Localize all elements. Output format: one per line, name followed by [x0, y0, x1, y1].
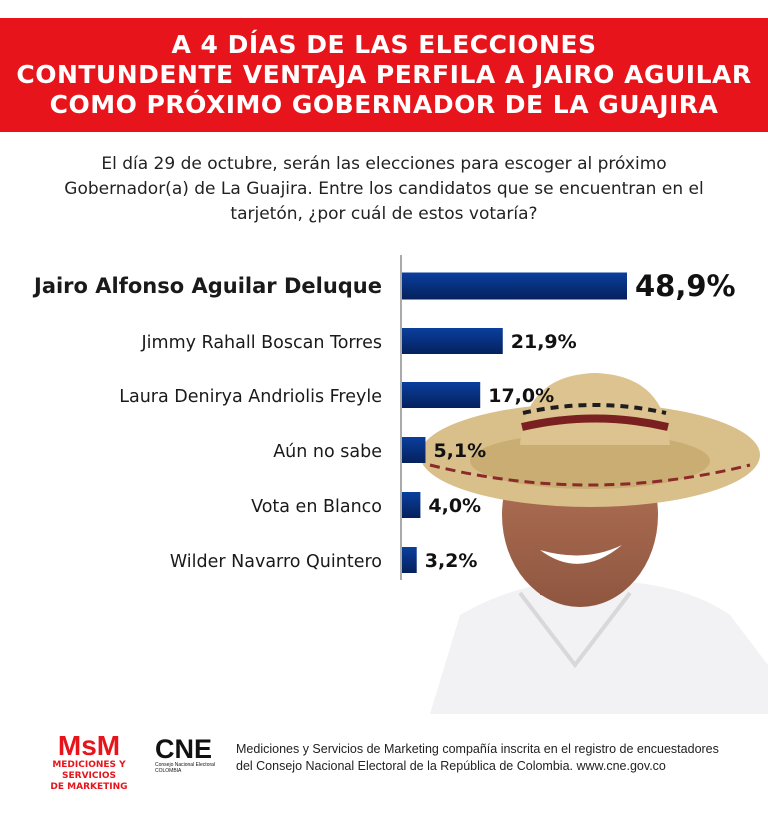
value-label-1: 21,9% [511, 331, 577, 353]
bar-0 [402, 272, 627, 300]
vote-intention-chart: Jairo Alfonso Aguilar Deluque 48,9% Jimmy … [32, 255, 736, 580]
cne-subtitle: Consejo Nacional Electoral [155, 762, 216, 768]
candidate-photo [420, 373, 768, 714]
value-label-4: 4,0% [428, 495, 481, 517]
footer-disclaimer: Mediciones y Servicios de Marketing comp… [236, 741, 719, 775]
category-label-3: Aún no sabe [273, 442, 382, 462]
bar-2 [402, 382, 481, 408]
question-line-1: El día 29 de octubre, serán las eleccion… [101, 154, 667, 174]
cne-country: COLOMBIA [155, 768, 182, 774]
headline-line-1: A 4 DÍAS DE LAS ELECCIONES [171, 30, 597, 59]
value-label-2: 17,0% [488, 385, 554, 407]
survey-question: El día 29 de octubre, serán las eleccion… [60, 152, 708, 227]
category-label-1: Jimmy Rahall Boscan Torres [141, 333, 382, 353]
headline-banner: A 4 DÍAS DE LAS ELECCIONES CONTUNDENTE V… [0, 18, 768, 132]
bar-1 [402, 328, 503, 354]
msm-subtitle-line-1: MEDICIONES Y SERVICIOS [52, 760, 126, 781]
value-label-0: 48,9% [635, 269, 736, 303]
msm-logo: MsM [57, 730, 121, 761]
bar-3 [402, 437, 426, 463]
question-line-3: tarjetón, ¿por cuál de estos votaría? [230, 204, 538, 224]
cne-logo: CNE [155, 734, 213, 764]
category-label-0: Jairo Alfonso Aguilar Deluque [32, 274, 382, 298]
headline-line-3: COMO PRÓXIMO GOBERNADOR DE LA GUAJIRA [49, 90, 719, 119]
value-label-5: 3,2% [425, 550, 478, 572]
question-line-2: Gobernador(a) de La Guajira. Entre los c… [64, 179, 704, 199]
value-label-3: 5,1% [433, 440, 486, 462]
msm-subtitle-line-2: DE MARKETING [50, 782, 128, 792]
category-label-5: Wilder Navarro Quintero [170, 552, 382, 572]
category-label-2: Laura Deniryа Andriolis Freyle [119, 387, 382, 407]
cne-logo-block: CNE Consejo Nacional Electoral COLOMBIA [155, 734, 225, 775]
bar-5 [402, 547, 417, 573]
footer-text-line-2: del Consejo Nacional Electoral de la Rep… [236, 759, 666, 773]
msm-logo-block: MsM MEDICIONES Y SERVICIOS DE MARKETING [30, 732, 148, 793]
headline-line-2: CONTUNDENTE VENTAJA PERFILA A JAIRO AGUI… [16, 60, 752, 89]
footer-text-line-1: Mediciones y Servicios de Marketing comp… [236, 742, 719, 756]
category-label-4: Vota en Blanco [251, 497, 382, 517]
bar-4 [402, 492, 421, 518]
